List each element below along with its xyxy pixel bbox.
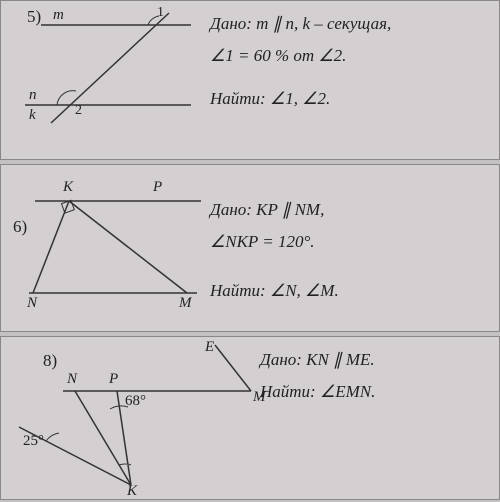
problem-number-8: 8) xyxy=(43,351,57,371)
label-n: n xyxy=(29,87,37,104)
problem-number-5: 5) xyxy=(27,7,41,27)
diagram-5: 5) m 1 n k 2 xyxy=(1,1,206,159)
label-angle-1: 1 xyxy=(157,5,164,21)
problem-5: 5) m 1 n k 2 Дано: m ∥ n, k – секущая, ∠… xyxy=(0,0,500,160)
label-P: P xyxy=(109,371,118,388)
given-line-2: ∠NKP = 120°. xyxy=(210,229,493,255)
given-label: Дано: xyxy=(210,200,252,219)
label-m: m xyxy=(53,7,64,24)
find-text: ∠EMN. xyxy=(320,382,375,401)
label-Kb: K xyxy=(127,483,137,500)
text-area-6: Дано: KP ∥ NM, ∠NKP = 120°. Найти: ∠N, ∠… xyxy=(206,165,499,331)
problem-8: 8) E N P M 25° 68° K Дано: KN ∥ ME. Найт… xyxy=(0,336,500,500)
geometry-svg-8 xyxy=(1,337,261,501)
label-68: 68° xyxy=(125,393,146,410)
diagram-6: K P 6) N M xyxy=(1,165,206,331)
text-area-5: Дано: m ∥ n, k – секущая, ∠1 = 60 % от ∠… xyxy=(206,1,499,159)
given-text-1: m ∥ n, k – секущая, xyxy=(256,14,391,33)
label-P: P xyxy=(153,179,162,196)
label-angle-2: 2 xyxy=(75,103,82,119)
find-label: Найти: xyxy=(260,382,316,401)
given-text-1: KN ∥ ME. xyxy=(306,350,374,369)
find-label: Найти: xyxy=(210,281,266,300)
label-N: N xyxy=(67,371,77,388)
given-text-1: KP ∥ NM, xyxy=(256,200,324,219)
label-N: N xyxy=(27,295,37,312)
find-text: ∠N, ∠M. xyxy=(270,281,339,300)
find-line: Найти: ∠1, ∠2. xyxy=(210,86,493,112)
problem-6: K P 6) N M Дано: KP ∥ NM, ∠NKP = 120°. Н… xyxy=(0,164,500,332)
label-k: k xyxy=(29,107,36,124)
diagram-8: 8) E N P M 25° 68° K xyxy=(1,337,206,499)
label-K: K xyxy=(63,179,73,196)
given-line-1: Дано: m ∥ n, k – секущая, xyxy=(210,11,493,37)
given-line-1: Дано: KP ∥ NM, xyxy=(210,197,493,223)
given-line-1: Дано: KN ∥ ME. xyxy=(260,347,493,373)
label-25: 25° xyxy=(23,433,44,450)
find-label: Найти: xyxy=(210,89,266,108)
label-M: M xyxy=(179,295,192,312)
find-line: Найти: ∠EMN. xyxy=(260,379,493,405)
given-line-2: ∠1 = 60 % от ∠2. xyxy=(210,43,493,69)
given-label: Дано: xyxy=(260,350,302,369)
label-M: M xyxy=(253,389,266,406)
find-text: ∠1, ∠2. xyxy=(270,89,330,108)
given-label: Дано: xyxy=(210,14,252,33)
problem-number-6: 6) xyxy=(13,217,27,237)
label-E: E xyxy=(205,339,214,356)
find-line: Найти: ∠N, ∠M. xyxy=(210,278,493,304)
